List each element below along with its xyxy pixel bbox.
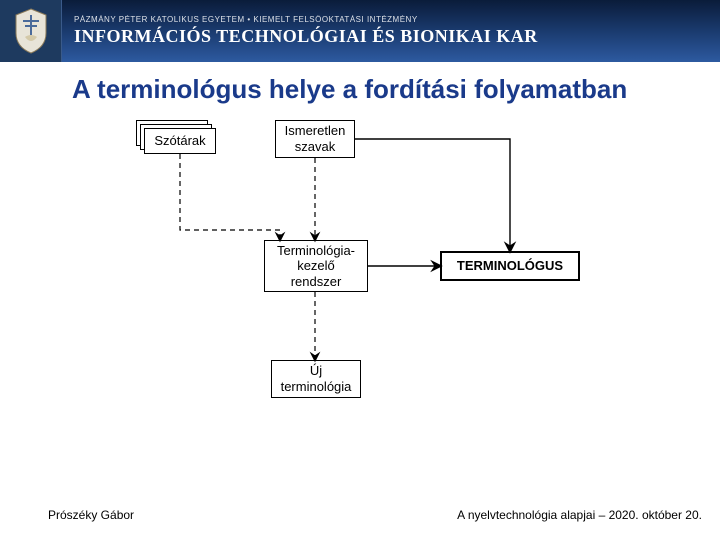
header-institution: PÁZMÁNY PÉTER KATOLIKUS EGYETEM • KIEMEL… — [74, 15, 538, 24]
header-faculty: INFORMÁCIÓS TECHNOLÓGIAI ÉS BIONIKAI KAR — [74, 26, 538, 47]
flowchart-connectors — [92, 120, 652, 450]
node-label: Szótárak — [154, 133, 205, 149]
node-szotarak: Szótárak — [144, 128, 216, 154]
slide-header: PÁZMÁNY PÉTER KATOLIKUS EGYETEM • KIEMEL… — [0, 0, 720, 62]
footer-course-date: A nyelvtechnológia alapjai – 2020. októb… — [457, 508, 702, 522]
node-terminologus: TERMINOLÓGUS — [440, 251, 580, 281]
node-label: TERMINOLÓGUS — [457, 258, 563, 274]
university-crest-icon — [0, 0, 62, 62]
node-tkr: Terminológia-kezelőrendszer — [264, 240, 368, 292]
flowchart: Szótárak Ismeretlenszavak Terminológia-k… — [92, 120, 652, 450]
node-uj: Újterminológia — [271, 360, 361, 398]
node-ismeretlen: Ismeretlenszavak — [275, 120, 355, 158]
node-label: Terminológia-kezelőrendszer — [277, 243, 355, 290]
slide-title: A terminológus helye a fordítási folyama… — [0, 62, 720, 105]
footer-author: Prószéky Gábor — [48, 508, 134, 522]
header-text: PÁZMÁNY PÉTER KATOLIKUS EGYETEM • KIEMEL… — [62, 15, 538, 47]
node-label: Újterminológia — [281, 363, 352, 394]
node-label: Ismeretlenszavak — [285, 123, 346, 154]
slide-footer: Prószéky Gábor A nyelvtechnológia alapja… — [48, 508, 702, 522]
